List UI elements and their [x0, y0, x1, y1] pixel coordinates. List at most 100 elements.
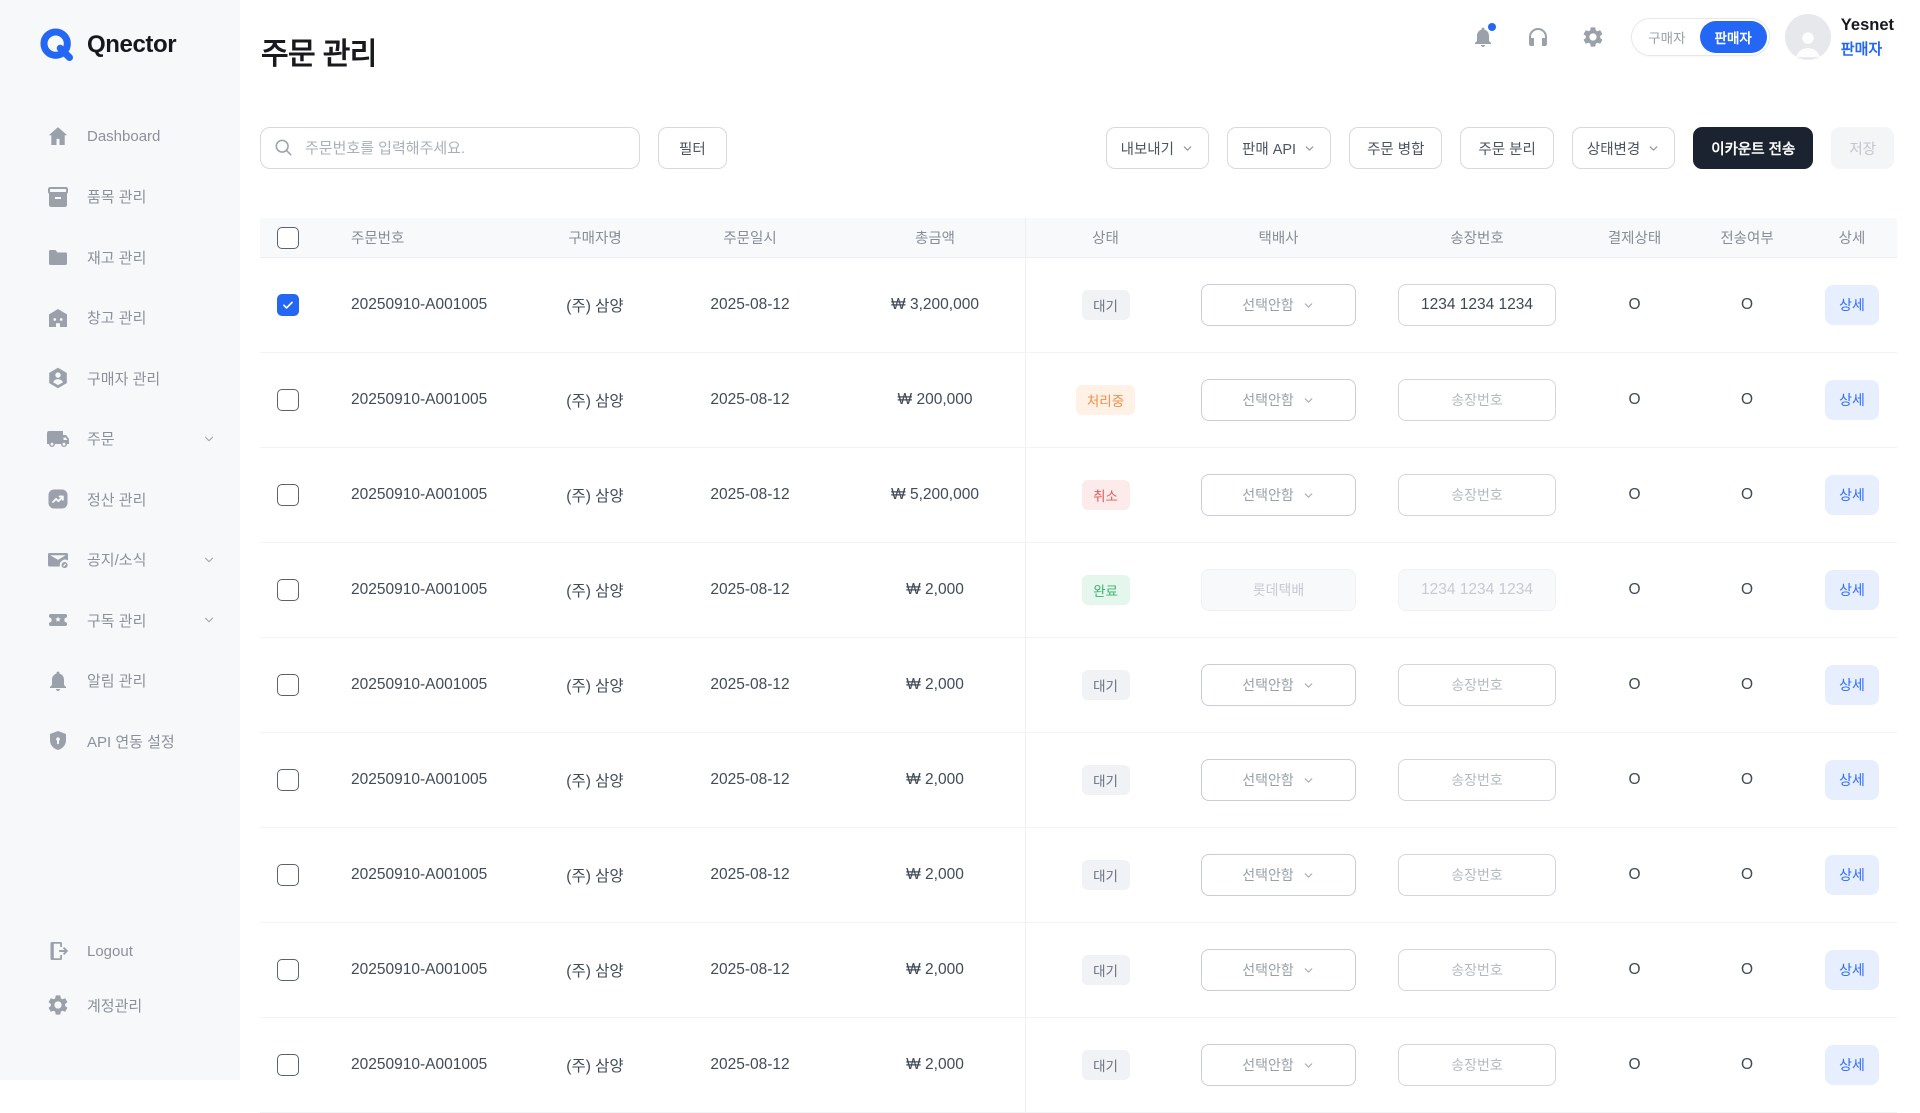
cell-buyer: (주) 삼양	[566, 298, 624, 315]
detail-button[interactable]: 상세	[1825, 950, 1879, 990]
notification-bell-icon[interactable]	[1471, 23, 1497, 49]
user-block: Yesnet 판매자	[1841, 16, 1894, 59]
cell-buyer: (주) 삼양	[566, 773, 624, 790]
invoice-input[interactable]: 송장번호	[1398, 474, 1556, 516]
cell-buyer: (주) 삼양	[566, 1058, 624, 1075]
avatar[interactable]	[1784, 14, 1831, 60]
merge-orders-button[interactable]: 주문 병합	[1349, 127, 1443, 169]
subscription-ticket-icon	[46, 608, 70, 632]
orders-table: 주문번호 구매자명 주문일시 총금액 상태 택배사 송장번호 결제상태 전송여부…	[260, 218, 1897, 1113]
invoice-input[interactable]: 1234 1234 1234	[1398, 284, 1556, 326]
cell-payment-status: O	[1628, 486, 1641, 503]
cell-buyer: (주) 삼양	[566, 868, 624, 885]
courier-select: 롯데택배	[1201, 569, 1356, 611]
cell-payment-status: O	[1628, 581, 1641, 598]
chevron-down-icon	[1302, 774, 1315, 787]
table-row: 20250910-A001005 (주) 삼양 2025-08-12 ₩ 3,2…	[260, 258, 1897, 353]
courier-select[interactable]: 선택안함	[1201, 949, 1356, 991]
invoice-input[interactable]: 송장번호	[1398, 759, 1556, 801]
filter-button[interactable]: 필터	[658, 127, 727, 169]
cell-total-amount: ₩ 2,000	[906, 961, 964, 978]
chevron-down-icon	[1302, 964, 1315, 977]
row-checkbox[interactable]	[276, 389, 299, 411]
detail-button[interactable]: 상세	[1825, 855, 1879, 895]
row-checkbox[interactable]	[276, 674, 299, 696]
courier-select[interactable]: 선택안함	[1201, 854, 1356, 896]
export-button[interactable]: 내보내기	[1105, 127, 1209, 169]
row-checkbox[interactable]	[276, 769, 299, 791]
row-checkbox[interactable]	[276, 959, 299, 981]
row-checkbox[interactable]	[276, 484, 299, 506]
detail-button[interactable]: 상세	[1825, 665, 1879, 705]
sidebar-footer-nav: Logout 계정관리	[0, 924, 240, 1032]
courier-select[interactable]: 선택안함	[1201, 664, 1356, 706]
sidebar-item-gear[interactable]: 계정관리	[0, 978, 240, 1032]
role-option-seller[interactable]: 판매자	[1699, 21, 1767, 53]
settings-gear-icon[interactable]	[1581, 25, 1605, 49]
sidebar-item-warehouse[interactable]: 창고 관리	[0, 288, 240, 349]
cell-payment-status: O	[1628, 771, 1641, 788]
sidebar-item-bell[interactable]: 알림 관리	[0, 651, 240, 712]
cell-order-date: 2025-08-12	[710, 771, 790, 788]
cell-order-no: 20250910-A001005	[351, 1056, 488, 1073]
row-checkbox[interactable]	[276, 1054, 299, 1076]
cell-order-date: 2025-08-12	[710, 1056, 790, 1073]
courier-select[interactable]: 선택안함	[1201, 759, 1356, 801]
sidebar-item-folder[interactable]: 재고 관리	[0, 227, 240, 288]
cell-total-amount: ₩ 2,000	[906, 676, 964, 693]
detail-button[interactable]: 상세	[1825, 1045, 1879, 1085]
col-transfer-status: 전송여부	[1720, 231, 1774, 247]
invoice-input[interactable]: 송장번호	[1398, 854, 1556, 896]
invoice-input[interactable]: 송장번호	[1398, 1044, 1556, 1086]
role-option-buyer[interactable]: 구매자	[1648, 31, 1686, 46]
sidebar-item-logout[interactable]: Logout	[0, 924, 240, 978]
ecount-send-button[interactable]: 이카운트 전송	[1693, 127, 1814, 169]
sidebar-item-settlement-chart[interactable]: 정산 관리	[0, 469, 240, 530]
cell-transfer-status: O	[1740, 1056, 1754, 1073]
status-badge: 취소	[1081, 480, 1130, 510]
invoice-input[interactable]: 송장번호	[1398, 664, 1556, 706]
save-button[interactable]: 저장	[1831, 127, 1894, 169]
role-toggle: 구매자 판매자	[1631, 18, 1770, 56]
sidebar-item-notice-mail[interactable]: 공지/소식	[0, 530, 240, 591]
split-orders-button[interactable]: 주문 분리	[1460, 127, 1554, 169]
sidebar-item-subscription-ticket[interactable]: 구독 관리	[0, 590, 240, 651]
cell-payment-status: O	[1628, 1056, 1641, 1073]
col-courier: 택배사	[1258, 231, 1299, 247]
sales-api-button[interactable]: 판매 API	[1226, 127, 1332, 169]
select-all-checkbox[interactable]	[276, 226, 299, 249]
detail-button[interactable]: 상세	[1825, 380, 1879, 420]
chevron-down-icon	[202, 432, 216, 446]
row-checkbox[interactable]	[276, 579, 299, 601]
cell-buyer: (주) 삼양	[566, 678, 624, 695]
page-title: 주문 관리	[261, 38, 377, 71]
status-change-button[interactable]: 상태변경	[1571, 127, 1676, 169]
sidebar-item-buyer[interactable]: 구매자 관리	[0, 348, 240, 409]
invoice-input[interactable]: 송장번호	[1398, 379, 1556, 421]
row-checkbox[interactable]	[276, 294, 299, 316]
cell-order-date: 2025-08-12	[710, 486, 790, 503]
sidebar-item-shield[interactable]: API 연동 설정	[0, 711, 240, 772]
invoice-input[interactable]: 송장번호	[1398, 949, 1556, 991]
sidebar-item-home[interactable]: Dashboard	[0, 106, 240, 167]
row-checkbox[interactable]	[276, 864, 299, 886]
table-row: 20250910-A001005 (주) 삼양 2025-08-12 ₩ 2,0…	[260, 828, 1897, 923]
detail-button[interactable]: 상세	[1825, 570, 1879, 610]
chevron-down-icon	[1302, 1059, 1315, 1072]
detail-button[interactable]: 상세	[1825, 285, 1879, 325]
sidebar-item-package[interactable]: 품목 관리	[0, 167, 240, 228]
courier-select[interactable]: 선택안함	[1201, 379, 1356, 421]
col-buyer: 구매자명	[568, 231, 622, 247]
sidebar-nav: Dashboard 품목 관리 재고 관리 창고 관리 구매자 관리 주문 정산…	[0, 106, 240, 772]
detail-button[interactable]: 상세	[1825, 760, 1879, 800]
detail-button[interactable]: 상세	[1825, 475, 1879, 515]
search-input[interactable]	[260, 127, 640, 169]
courier-select[interactable]: 선택안함	[1201, 284, 1356, 326]
home-icon	[46, 124, 70, 148]
chevron-down-icon	[1302, 394, 1315, 407]
courier-select[interactable]: 선택안함	[1201, 474, 1356, 516]
support-headset-icon[interactable]	[1526, 25, 1550, 49]
sidebar-item-truck[interactable]: 주문	[0, 409, 240, 470]
table-row: 20250910-A001005 (주) 삼양 2025-08-12 ₩ 2,0…	[260, 923, 1897, 1018]
table-row: 20250910-A001005 (주) 삼양 2025-08-12 ₩ 2,0…	[260, 543, 1897, 638]
